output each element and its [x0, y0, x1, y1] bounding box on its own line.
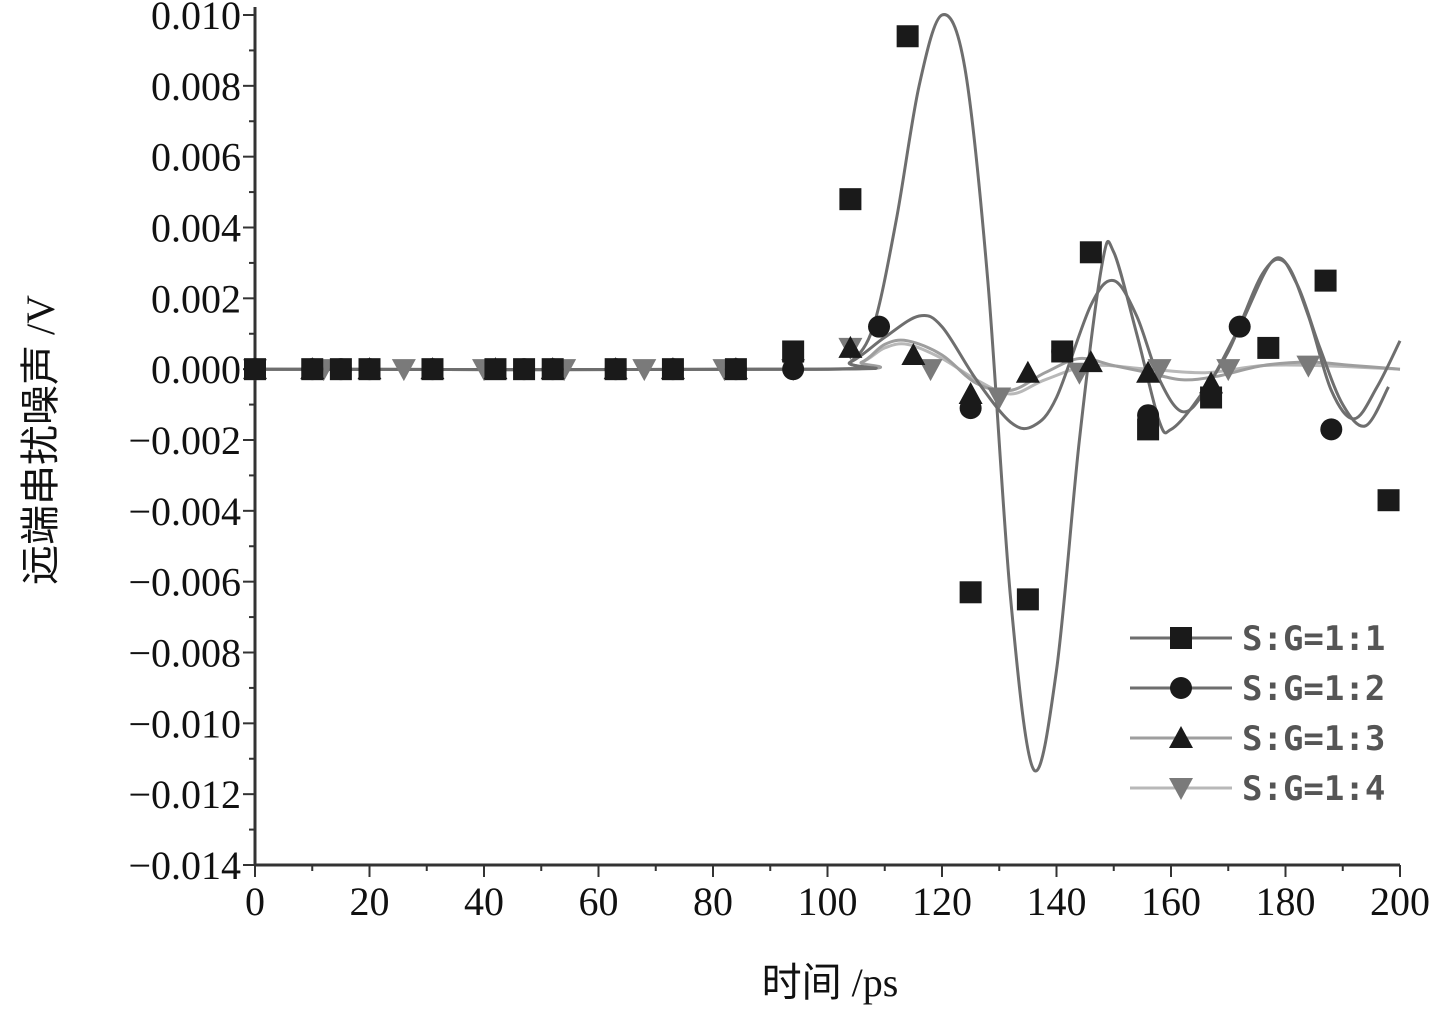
data-point	[1257, 336, 1280, 359]
y-tick-label: 0.008	[151, 64, 241, 109]
y-tick-label: 0.002	[151, 276, 241, 321]
legend-label: S:G=1:4	[1242, 769, 1385, 809]
series-line-1	[254, 13, 1402, 773]
series-line-3	[254, 338, 1401, 393]
x-axis-title: 时间 /ps	[762, 960, 899, 1005]
x-tick-label: 60	[579, 879, 619, 924]
data-point	[839, 188, 862, 211]
data-point	[782, 358, 805, 381]
data-point	[541, 358, 564, 381]
x-tick-label: 120	[912, 879, 972, 924]
legend-label: S:G=1:1	[1242, 619, 1385, 659]
data-point	[632, 359, 657, 382]
data-point	[244, 358, 266, 381]
x-tick-label: 0	[245, 879, 265, 924]
data-point	[1320, 418, 1343, 441]
data-point	[301, 358, 324, 381]
data-point	[1051, 340, 1074, 363]
y-tick-label: 0.004	[151, 206, 241, 251]
y-axis-title: 远端串扰噪声 /V	[18, 295, 63, 585]
y-tick-label: −0.004	[128, 489, 241, 534]
data-point	[421, 358, 444, 381]
data-point	[1377, 489, 1400, 512]
series-curves	[254, 13, 1402, 773]
data-point	[661, 358, 684, 381]
legend: S:G=1:1 S:G=1:2 S:G=1:3 S:G=1:4	[1130, 619, 1385, 809]
data-point	[391, 359, 416, 382]
data-point	[896, 25, 919, 48]
data-point	[901, 343, 926, 365]
legend-marker	[1170, 677, 1192, 699]
x-tick-label: 180	[1256, 879, 1316, 924]
x-tick-label: 40	[464, 879, 504, 924]
legend-marker	[1169, 778, 1193, 800]
data-point	[1200, 386, 1223, 409]
tick-labels: 0 20 40 60 80 100 120 140 160 180 200 0.010 0.008 0.0…	[128, 0, 1430, 924]
y-tick-label: −0.008	[128, 631, 241, 676]
data-point	[1015, 360, 1040, 383]
series-markers	[243, 25, 1400, 611]
data-point	[358, 358, 381, 381]
y-tick-label: −0.012	[128, 772, 241, 817]
data-point	[1147, 359, 1172, 382]
data-point	[604, 358, 627, 381]
data-point	[958, 381, 983, 404]
y-tick-label: 0.010	[151, 0, 241, 38]
x-tick-label: 20	[350, 879, 390, 924]
x-tick-label: 140	[1027, 879, 1087, 924]
data-point	[1314, 269, 1337, 292]
legend-label: S:G=1:2	[1242, 669, 1385, 709]
legend-marker	[1170, 627, 1192, 649]
y-tick-label: −0.006	[128, 560, 241, 605]
y-tick-label: −0.014	[128, 843, 241, 888]
data-point	[1136, 360, 1161, 383]
data-point	[1016, 588, 1039, 611]
y-tick-label: −0.010	[128, 701, 241, 746]
y-tick-label: 0.006	[151, 135, 241, 180]
data-point	[1137, 418, 1160, 441]
axes	[243, 7, 1401, 877]
legend-label: S:G=1:3	[1242, 719, 1385, 759]
x-tick-label: 200	[1370, 879, 1430, 924]
y-tick-label: −0.002	[128, 418, 241, 463]
data-point	[959, 397, 982, 420]
data-point	[838, 335, 863, 358]
data-point	[959, 581, 982, 604]
data-point	[1078, 350, 1103, 373]
data-point	[1296, 355, 1321, 378]
data-point	[1216, 359, 1241, 382]
legend-marker	[1169, 726, 1193, 748]
data-point	[1079, 241, 1102, 264]
data-point	[782, 340, 805, 363]
data-point	[724, 358, 747, 381]
x-tick-label: 80	[693, 879, 733, 924]
data-point	[484, 358, 507, 381]
data-point	[868, 315, 891, 338]
y-tick-label: 0.000	[151, 347, 241, 392]
data-point	[329, 358, 352, 381]
data-point	[1228, 315, 1251, 338]
x-tick-label: 100	[798, 879, 858, 924]
data-point	[987, 387, 1012, 410]
data-point	[513, 358, 536, 381]
x-tick-label: 160	[1141, 879, 1201, 924]
